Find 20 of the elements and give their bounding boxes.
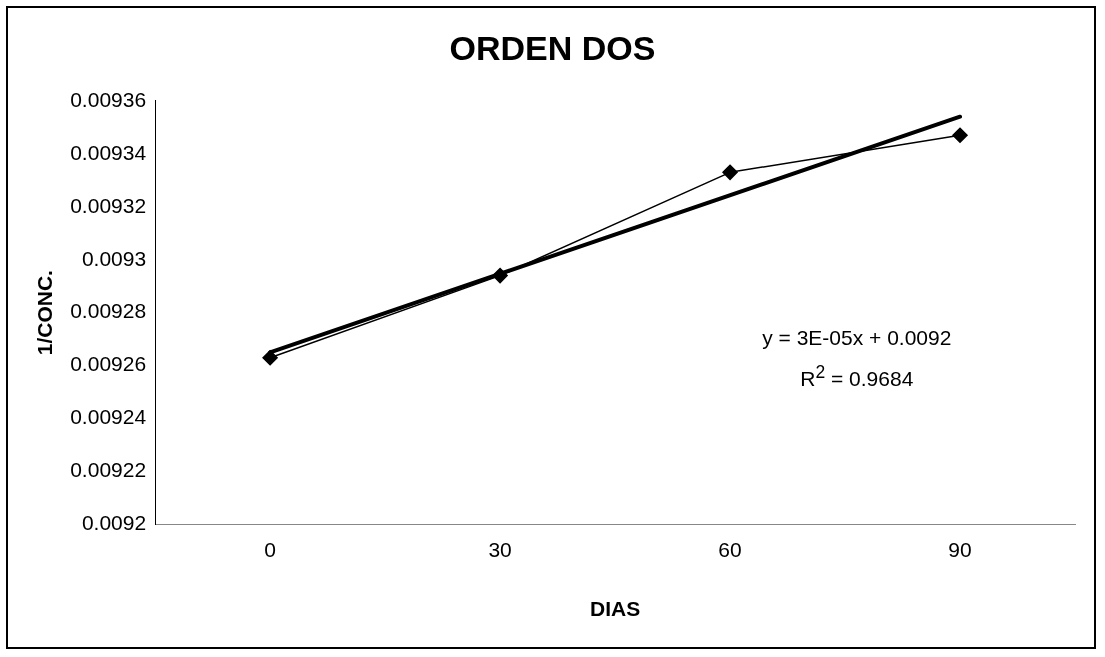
y-tick-label: 0.0092: [81, 511, 147, 535]
y-tick-label: 0.00932: [70, 193, 147, 217]
x-tick-label: 90: [948, 538, 972, 561]
y-tick-label: 0.00934: [70, 140, 147, 164]
y-tick-label: 0.0093: [81, 246, 147, 270]
x-tick-label: 60: [718, 538, 742, 561]
y-tick-label: 0.00926: [70, 352, 147, 376]
y-tick-label: 0.00922: [70, 458, 147, 482]
x-axis-title: DIAS: [589, 597, 641, 621]
y-tick-label: 0.00928: [70, 299, 147, 323]
annotation: R$^{2}$ = 0.9684: [799, 361, 915, 393]
point: [952, 127, 968, 143]
y-tick-label: 0.00936: [70, 87, 147, 111]
point: [722, 164, 738, 181]
y-tick-label: 0.00924: [70, 405, 147, 429]
x-tick-label: 0: [264, 538, 276, 561]
annotation: y = 3E-05x + 0.0092: [762, 325, 952, 352]
chart-title: ORDEN DOS: [449, 28, 656, 67]
x-tick-label: 30: [488, 538, 512, 561]
y-axis-title: 1/CONC.: [33, 270, 57, 356]
